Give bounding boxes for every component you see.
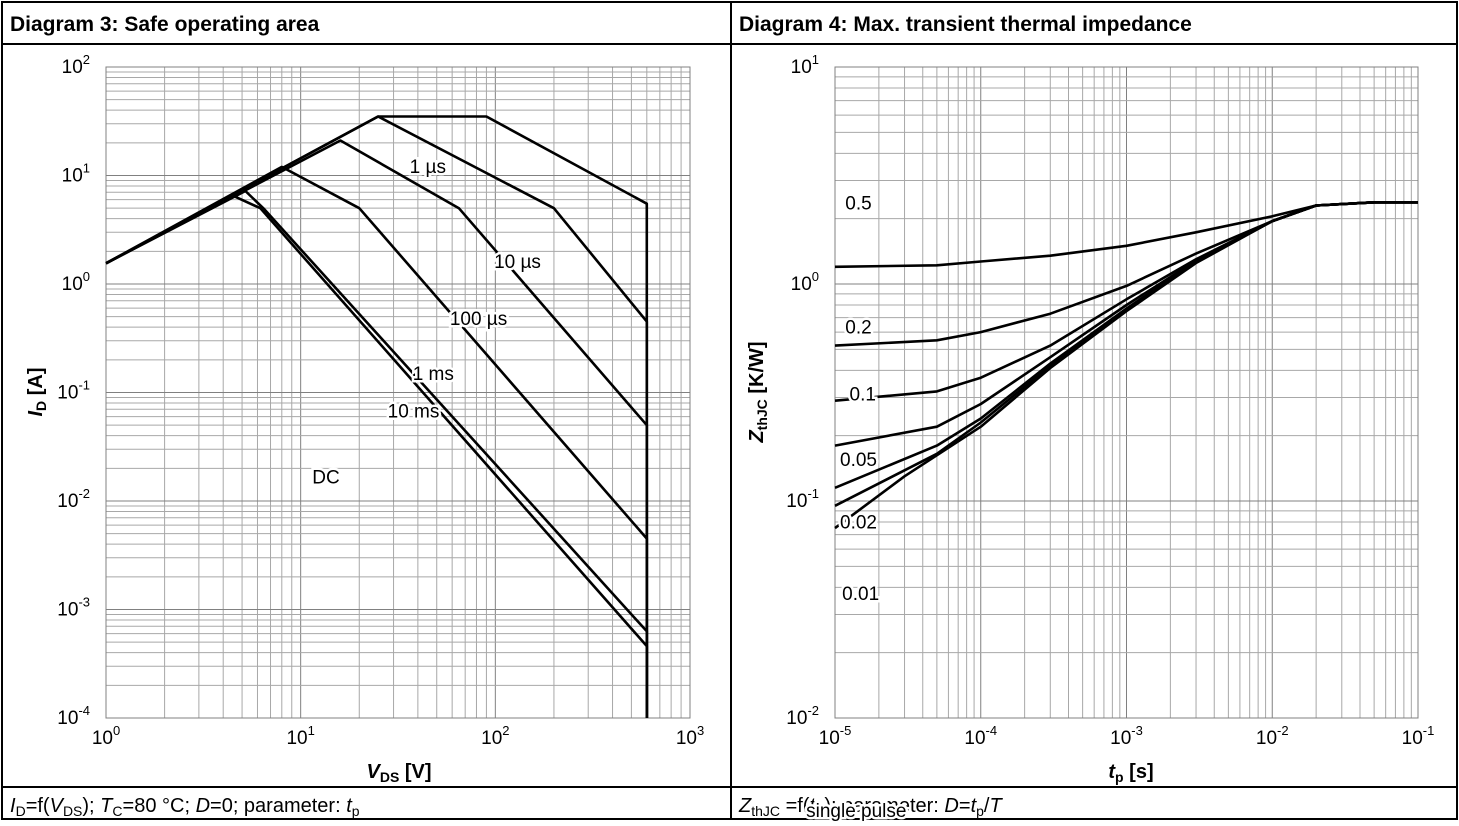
zth-y-tick-label: 10-1	[786, 486, 819, 512]
zth-series-label: 0.5	[845, 194, 871, 215]
soa-series-label: 1 µs	[410, 157, 446, 178]
soa-x-tick-label: 100	[92, 723, 120, 749]
caption-soa: ID=f(VDS); TC=80 °C; D=0; parameter: tp	[10, 795, 360, 819]
soa-y-tick-label: 100	[62, 269, 90, 295]
zth-y-axis-label: ZthJC [K/W]	[746, 341, 770, 443]
zth-series-line	[834, 201, 1418, 530]
panel-title-soa: Diagram 3: Safe operating area	[10, 13, 320, 36]
soa-series-line	[105, 165, 649, 718]
soa-y-tick-label: 10-1	[57, 378, 90, 404]
soa-x-tick-label: 101	[286, 723, 314, 749]
zth-series-label: single pulse	[806, 801, 906, 821]
soa-y-tick-label: 10-4	[57, 703, 90, 729]
soa-series-label: 1 ms	[413, 364, 454, 385]
soa-y-tick-label: 10-3	[57, 595, 90, 621]
soa-series-line	[105, 194, 649, 718]
caption-zth: ZthJC =f(tP); parameter: D=tp/T	[738, 795, 1003, 819]
zth-x-axis-label: tp [s]	[1108, 761, 1153, 785]
soa-y-tick-label: 101	[62, 161, 90, 187]
soa-y-tick-label: 10-2	[57, 486, 90, 512]
zth-x-tick-label: 10-1	[1402, 723, 1435, 749]
zth-plot: 10-5 10-4 10-3 10-2 10-1 101 100 10-1 10-2 0.5 0.2…	[786, 52, 1435, 824]
soa-y-axis-label: ID [A]	[25, 367, 49, 416]
soa-y-tick-label: 102	[62, 52, 90, 78]
panel-title-zth: Diagram 4: Max. transient thermal impeda…	[739, 13, 1192, 36]
zth-x-tick-label: 10-3	[1110, 723, 1143, 749]
soa-series-line	[105, 139, 649, 718]
soa-x-tick-label: 102	[481, 723, 509, 749]
zth-y-tick-label: 100	[791, 269, 819, 295]
soa-series-label: 10 µs	[494, 252, 541, 273]
soa-series-label: 10 ms	[388, 401, 440, 422]
soa-x-axis-label: VDS [V]	[366, 761, 431, 785]
zth-x-tick-label: 10-4	[964, 723, 997, 749]
zth-x-tick-label: 10-2	[1256, 723, 1289, 749]
zth-x-tick-label: 10-5	[819, 723, 852, 749]
zth-series-label: 0.02	[840, 513, 877, 534]
zth-y-tick-label: 10-2	[786, 703, 819, 729]
soa-plot-frame	[105, 66, 691, 719]
zth-series-label: 0.05	[840, 450, 877, 471]
zth-series-label: 0.1	[850, 385, 876, 406]
zth-y-tick-label: 101	[791, 52, 819, 78]
zth-plot-frame	[834, 66, 1419, 719]
soa-series-label: 100 µs	[450, 309, 507, 330]
soa-series-label: DC	[312, 467, 339, 488]
soa-x-tick-label: 103	[676, 723, 704, 749]
zth-series-label: 0.01	[842, 584, 879, 605]
soa-plot: 100 101 102 103 102 101 100 10-1 10-2 10-3 10-4 1 µ…	[57, 52, 704, 749]
zth-series-label: 0.2	[845, 318, 871, 339]
